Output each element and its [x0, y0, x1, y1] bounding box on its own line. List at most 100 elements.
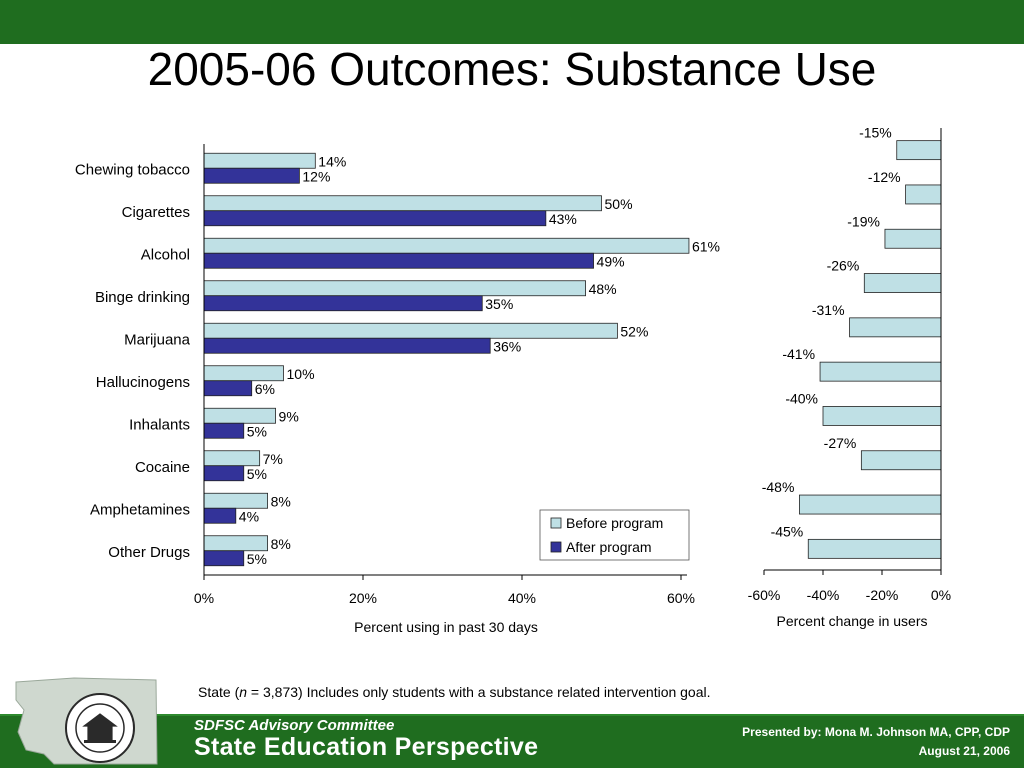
left-x-tick-label: 40%	[508, 590, 536, 606]
after-bar-amphetamines	[203, 507, 237, 524]
before-bar-cigarettes	[203, 195, 602, 212]
category-label-binge-drinking: Binge drinking	[95, 289, 190, 306]
top-band	[0, 0, 1024, 44]
change-bar-hallucinogens	[819, 361, 942, 382]
after-bar-other-drugs	[203, 550, 245, 567]
before-bar-alcohol	[203, 237, 690, 254]
after-bar-binge-drinking	[203, 295, 483, 312]
change-value-label-inhalants: -40%	[785, 390, 818, 406]
after-bar-chewing-tobacco	[203, 167, 300, 184]
left-x-tick-label: 20%	[349, 590, 377, 606]
legend-swatch-before	[550, 517, 562, 529]
before-value-label-binge-drinking: 48%	[589, 281, 617, 297]
left-x-axis-title: Percent using in past 30 days	[354, 619, 538, 635]
before-bar-marijuana	[203, 322, 618, 339]
before-bar-amphetamines	[203, 492, 268, 509]
before-bar-cocaine	[203, 450, 261, 467]
after-bar-alcohol	[203, 252, 594, 269]
before-value-label-inhalants: 9%	[279, 408, 299, 424]
left-x-tick-label: 0%	[194, 590, 214, 606]
before-value-label-hallucinogens: 10%	[287, 366, 315, 382]
change-bar-alcohol	[884, 228, 942, 249]
change-bar-other-drugs	[807, 538, 942, 559]
change-value-label-binge-drinking: -26%	[827, 258, 860, 274]
footer-committee: SDFSC Advisory Committee	[194, 717, 395, 734]
after-bar-inhalants	[203, 422, 245, 439]
change-bar-amphetamines	[799, 494, 942, 515]
right-x-tick-label: -20%	[866, 587, 899, 603]
after-value-label-cocaine: 5%	[247, 466, 267, 482]
category-label-hallucinogens: Hallucinogens	[96, 374, 190, 391]
footnote: State (n = 3,873) Includes only students…	[198, 684, 711, 700]
footer-date: August 21, 2006	[918, 744, 1010, 758]
before-value-label-amphetamines: 8%	[271, 493, 291, 509]
footer-perspective: State Education Perspective	[194, 733, 539, 761]
before-value-label-other-drugs: 8%	[271, 536, 291, 552]
change-value-label-cigarettes: -12%	[868, 169, 901, 185]
right-x-tick-label: -60%	[748, 587, 781, 603]
chart-area: Chewing tobacco 14%12% Cigarettes 50% 43% Alc…	[75, 125, 951, 635]
after-value-label-binge-drinking: 35%	[485, 296, 513, 312]
after-value-label-alcohol: 49%	[597, 253, 625, 269]
after-value-label-chewing-tobacco: 12%	[302, 168, 330, 184]
after-value-label-amphetamines: 4%	[239, 508, 259, 524]
left-x-tick-label: 60%	[667, 590, 695, 606]
seal-building-icon	[82, 713, 118, 741]
change-value-label-marijuana: -31%	[812, 302, 845, 318]
after-bar-cocaine	[203, 465, 245, 482]
category-label-marijuana: Marijuana	[124, 331, 191, 348]
right-x-axis-title: Percent change in users	[777, 613, 928, 629]
footnote-prefix: State (	[198, 684, 240, 700]
footer-presenter: Presented by: Mona M. Johnson MA, CPP, C…	[742, 725, 1010, 739]
change-value-label-amphetamines: -48%	[762, 479, 795, 495]
change-bar-inhalants	[822, 406, 942, 426]
footer-divider	[0, 714, 1024, 716]
washington-seal-logo	[15, 677, 158, 765]
change-bar-marijuana	[849, 317, 942, 338]
before-bar-other-drugs	[203, 535, 268, 552]
change-value-label-cocaine: -27%	[824, 435, 857, 451]
before-bar-hallucinogens	[203, 365, 284, 382]
category-label-inhalants: Inhalants	[129, 416, 190, 433]
change-value-label-chewing-tobacco: -15%	[859, 125, 892, 141]
after-value-label-cigarettes: 43%	[549, 211, 577, 227]
before-value-label-alcohol: 61%	[692, 238, 720, 254]
before-value-label-cocaine: 7%	[263, 451, 283, 467]
category-label-cocaine: Cocaine	[135, 459, 190, 476]
change-value-label-alcohol: -19%	[847, 213, 880, 229]
legend-label-after: After program	[566, 539, 652, 555]
before-value-label-chewing-tobacco: 14%	[318, 153, 346, 169]
change-value-label-other-drugs: -45%	[771, 523, 804, 539]
footnote-n-value: = 3,873)	[247, 684, 303, 700]
change-value-label-hallucinogens: -41%	[782, 346, 815, 362]
category-label-other-drugs: Other Drugs	[108, 544, 190, 561]
before-bar-binge-drinking	[203, 280, 587, 297]
change-bar-cigarettes	[905, 184, 942, 205]
category-label-cigarettes: Cigarettes	[122, 204, 190, 221]
category-label-chewing-tobacco: Chewing tobacco	[75, 161, 190, 178]
after-value-label-inhalants: 5%	[247, 423, 267, 439]
footer-band	[0, 716, 1024, 768]
seal-base	[84, 740, 116, 743]
slide-title: 2005-06 Outcomes: Substance Use	[147, 43, 877, 95]
category-label-amphetamines: Amphetamines	[90, 501, 190, 518]
after-bar-marijuana	[203, 337, 491, 354]
after-bar-hallucinogens	[203, 380, 253, 397]
right-x-tick-label: -40%	[807, 587, 840, 603]
after-bar-cigarettes	[203, 210, 547, 227]
footnote-note: Includes only students with a substance …	[302, 684, 711, 700]
change-bar-binge-drinking	[863, 273, 942, 293]
after-value-label-other-drugs: 5%	[247, 551, 267, 567]
legend-swatch-after	[550, 541, 562, 553]
before-bar-inhalants	[203, 407, 276, 424]
change-bar-cocaine	[860, 450, 942, 471]
legend-box	[539, 509, 690, 561]
footnote-n: n	[239, 684, 248, 700]
after-value-label-hallucinogens: 6%	[255, 381, 275, 397]
legend-label-before: Before program	[566, 515, 663, 531]
change-bar-chewing-tobacco	[896, 140, 942, 161]
category-label-alcohol: Alcohol	[141, 246, 190, 263]
before-bar-chewing-tobacco	[203, 152, 316, 169]
before-value-label-marijuana: 52%	[620, 323, 648, 339]
after-value-label-marijuana: 36%	[493, 338, 521, 354]
